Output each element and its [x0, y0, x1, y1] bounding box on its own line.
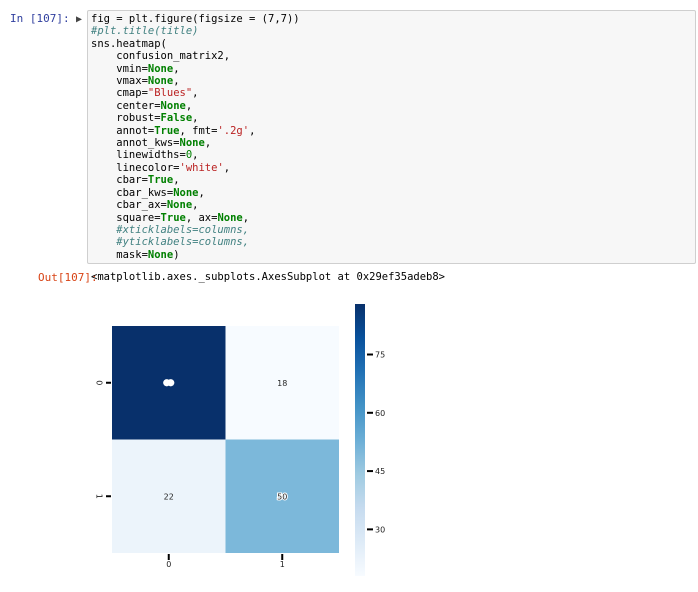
code-token: 'white' [179, 161, 224, 174]
code-token: , [192, 149, 199, 162]
colorbar-tick-label: 45 [375, 467, 385, 476]
code-token: linecolor= [91, 161, 180, 174]
code-token: None [166, 199, 193, 212]
code-line: confusion_matrix2, [91, 50, 300, 62]
heatmap-annotation-blob [167, 379, 175, 387]
code-token: ) [173, 248, 180, 261]
code-token: None [147, 248, 174, 261]
code-input-area[interactable] [87, 10, 696, 264]
code-token: , ax= [185, 211, 218, 224]
code-line: #plt.title(title) [91, 25, 300, 37]
code-line: center=None, [91, 100, 300, 112]
code-token: square= [91, 211, 161, 224]
code-line: linewidths=0, [91, 149, 300, 161]
code-token: cbar_ax= [91, 199, 167, 212]
code-token: , [192, 199, 199, 212]
code-token: , [173, 174, 180, 187]
code-token: robust= [91, 112, 161, 125]
code-token: #xticklabels=columns, [91, 223, 250, 236]
code-line: mask=None) [91, 249, 300, 261]
code-token: True [154, 124, 180, 137]
y-tick-label: 0 [95, 380, 104, 385]
code-token: mask= [91, 248, 148, 261]
colorbar [355, 304, 365, 576]
run-cell-icon[interactable]: ▶​ [76, 14, 83, 25]
code-token: fig = plt.figure(figsize = (7,7)) [91, 13, 300, 25]
input-prompt: In [107]: [10, 12, 70, 25]
code-token: #plt.title(title) [91, 25, 199, 38]
code-token: , [192, 87, 199, 100]
code-token: annot= [91, 124, 155, 137]
heatmap-annotation: 18 [277, 379, 287, 388]
code-line: #yticklabels=columns, [91, 236, 300, 248]
colorbar-tick-label: 75 [375, 351, 385, 360]
code-token: None [173, 186, 199, 199]
code-line: robust=False, [91, 112, 300, 124]
code-token: "Blues" [147, 87, 193, 100]
code-token: confusion_matrix2, [91, 50, 231, 63]
colorbar-tick-label: 30 [375, 525, 385, 534]
code-line: cbar_ax=None, [91, 199, 300, 211]
code-token: True [147, 174, 174, 187]
code-token: None [179, 137, 205, 150]
y-tick-label: 1 [95, 494, 104, 499]
code-token: None [147, 75, 174, 88]
code-token: '.2g' [217, 124, 250, 137]
colorbar-tick-label: 60 [375, 409, 385, 418]
heatmap-cell [112, 439, 226, 553]
code-token: annot_kws= [91, 137, 180, 150]
code-token: linewidths= [91, 149, 186, 162]
code-editor[interactable]: fig = plt.figure(figsize = (7,7)) #plt.ti… [91, 13, 300, 261]
code-line: cbar=True, [91, 174, 300, 186]
code-token: 0 [185, 149, 193, 162]
heatmap-cell [225, 326, 339, 440]
heatmap-annotation: 22 [164, 492, 174, 501]
code-line: #xticklabels=columns, [91, 224, 300, 236]
code-token: cmap= [91, 87, 148, 100]
code-line: annot_kws=None, [91, 137, 300, 149]
code-token: True [160, 211, 186, 224]
code-token: None [160, 99, 186, 112]
code-token: , [185, 99, 193, 112]
output-text: <matplotlib.axes._subplots.AxesSubplot a… [91, 271, 446, 283]
code-line: cbar_kws=None, [91, 187, 300, 199]
code-token: , [223, 161, 231, 174]
code-token: vmin= [91, 62, 148, 75]
code-token: , [192, 112, 199, 125]
code-token: sns.heatmap( [91, 37, 167, 50]
code-line: vmax=None, [91, 75, 300, 87]
code-token: #yticklabels=columns, [91, 236, 250, 249]
code-token: , [173, 62, 180, 75]
x-tick-label: 0 [166, 560, 171, 569]
code-line: cmap="Blues", [91, 87, 300, 99]
code-token: , [249, 124, 256, 137]
code-token: cbar_kws= [91, 186, 174, 199]
code-token: None [217, 211, 243, 224]
code-token: None [147, 62, 174, 75]
code-token: , [198, 186, 205, 199]
code-token: , [173, 75, 180, 88]
x-tick-label: 1 [280, 560, 285, 569]
code-token: center= [91, 99, 161, 112]
output-prompt: Out[107]: [38, 271, 98, 284]
code-line: annot=True, fmt='.2g', [91, 125, 300, 137]
heatmap-cell [225, 439, 339, 553]
code-line: sns.heatmap( [91, 38, 300, 50]
code-token: , [242, 211, 250, 224]
code-token: vmax= [91, 75, 148, 88]
code-line: fig = plt.figure(figsize = (7,7)) [91, 13, 300, 25]
code-line: square=True, ax=None, [91, 212, 300, 224]
code-token: , fmt= [179, 124, 218, 137]
code-token: False [160, 112, 193, 125]
code-token: , [204, 137, 212, 150]
heatmap-annotation: 50 [277, 492, 287, 501]
code-line: vmin=None, [91, 63, 300, 75]
code-token: cbar= [91, 174, 148, 187]
code-line: linecolor='white', [91, 162, 300, 174]
